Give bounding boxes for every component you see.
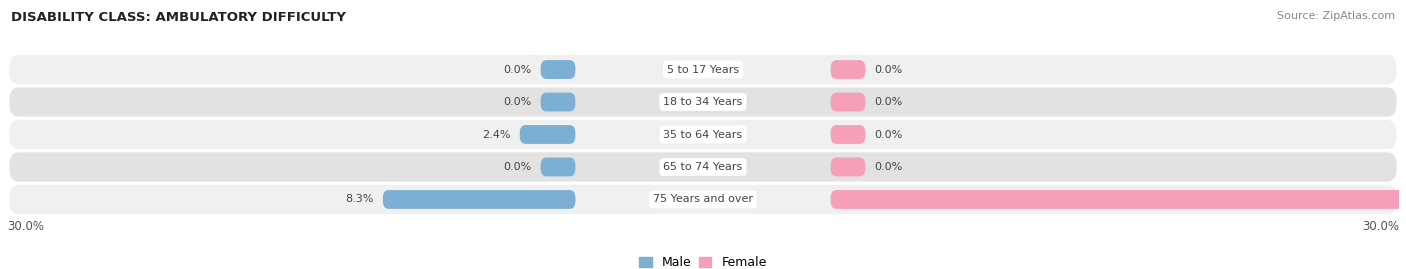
FancyBboxPatch shape bbox=[831, 60, 866, 79]
Text: 75 Years and over: 75 Years and over bbox=[652, 194, 754, 204]
Text: 0.0%: 0.0% bbox=[875, 162, 903, 172]
Text: DISABILITY CLASS: AMBULATORY DIFFICULTY: DISABILITY CLASS: AMBULATORY DIFFICULTY bbox=[11, 11, 346, 24]
FancyBboxPatch shape bbox=[10, 55, 1396, 84]
Text: 30.0%: 30.0% bbox=[1362, 220, 1399, 233]
Text: 2.4%: 2.4% bbox=[482, 129, 510, 140]
Text: 0.0%: 0.0% bbox=[875, 65, 903, 75]
FancyBboxPatch shape bbox=[520, 125, 575, 144]
Text: 0.0%: 0.0% bbox=[503, 162, 531, 172]
Text: 30.0%: 30.0% bbox=[7, 220, 44, 233]
FancyBboxPatch shape bbox=[10, 152, 1396, 182]
FancyBboxPatch shape bbox=[540, 60, 575, 79]
Text: 18 to 34 Years: 18 to 34 Years bbox=[664, 97, 742, 107]
Text: 0.0%: 0.0% bbox=[503, 65, 531, 75]
FancyBboxPatch shape bbox=[831, 158, 866, 176]
Text: 0.0%: 0.0% bbox=[875, 129, 903, 140]
Text: 8.3%: 8.3% bbox=[346, 194, 374, 204]
Text: 65 to 74 Years: 65 to 74 Years bbox=[664, 162, 742, 172]
FancyBboxPatch shape bbox=[10, 120, 1396, 149]
FancyBboxPatch shape bbox=[10, 185, 1396, 214]
FancyBboxPatch shape bbox=[540, 158, 575, 176]
FancyBboxPatch shape bbox=[540, 93, 575, 111]
FancyBboxPatch shape bbox=[10, 87, 1396, 117]
Text: Source: ZipAtlas.com: Source: ZipAtlas.com bbox=[1277, 11, 1395, 21]
Text: 35 to 64 Years: 35 to 64 Years bbox=[664, 129, 742, 140]
Text: 0.0%: 0.0% bbox=[503, 97, 531, 107]
Text: 0.0%: 0.0% bbox=[875, 97, 903, 107]
FancyBboxPatch shape bbox=[831, 93, 866, 111]
FancyBboxPatch shape bbox=[831, 125, 866, 144]
FancyBboxPatch shape bbox=[382, 190, 575, 209]
Text: 5 to 17 Years: 5 to 17 Years bbox=[666, 65, 740, 75]
Legend: Male, Female: Male, Female bbox=[640, 256, 766, 269]
FancyBboxPatch shape bbox=[831, 190, 1406, 209]
